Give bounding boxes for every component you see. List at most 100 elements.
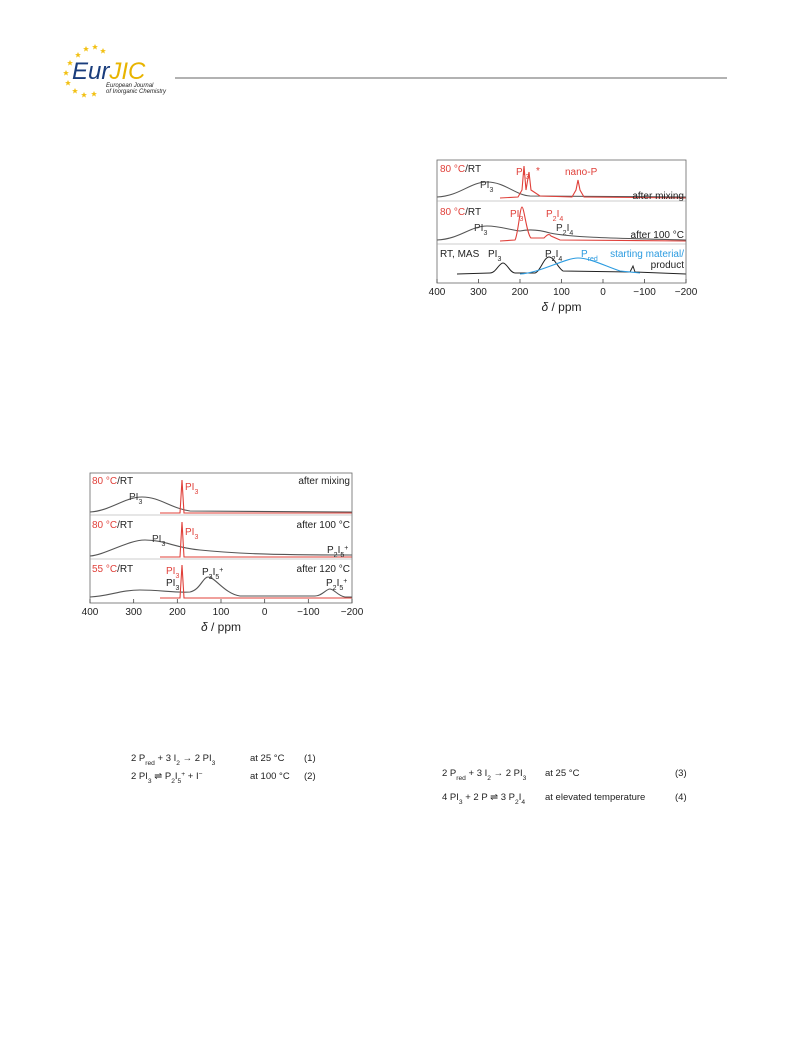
x-tick-label: 300 bbox=[470, 287, 487, 298]
journal-name: European Journal bbox=[106, 83, 154, 89]
equation-number: (2) bbox=[304, 771, 316, 782]
text-part: 5 bbox=[339, 585, 343, 592]
text-part: 3 bbox=[519, 216, 523, 223]
text-part: PI bbox=[129, 492, 138, 503]
text-part: I bbox=[175, 771, 178, 782]
spectrum bbox=[160, 521, 352, 558]
text-part: I bbox=[567, 223, 570, 234]
spectrum bbox=[89, 576, 352, 598]
text-part: 3 bbox=[209, 574, 213, 581]
panel-condition: after 120 °C bbox=[297, 564, 350, 575]
text-part: I bbox=[556, 249, 559, 260]
equation-condition: at 25 °C bbox=[250, 753, 285, 764]
peak-label: P2I4 bbox=[545, 249, 562, 263]
text-part: 2 bbox=[552, 256, 556, 263]
equation: 2 Pred + 3 I2 → 2 PI3 bbox=[442, 768, 527, 782]
text-part: P bbox=[202, 567, 209, 578]
text-part: 80 °C bbox=[440, 207, 465, 218]
text-part: / ppm bbox=[548, 300, 581, 314]
panel-temperature: 80 °C/RT bbox=[440, 164, 481, 175]
text-part: P bbox=[327, 545, 334, 556]
panel-condition: after 100 °C bbox=[631, 230, 684, 241]
text-part: P bbox=[545, 249, 552, 260]
text-part: 3 bbox=[483, 230, 487, 237]
text-part: PI bbox=[166, 578, 175, 589]
logo-part: JIC bbox=[108, 58, 146, 85]
panel-temperature: 80 °C/RT bbox=[92, 520, 133, 531]
x-tick-label: 200 bbox=[512, 287, 529, 298]
equation: 2 Pred + 3 I2 → 2 PI3 bbox=[131, 753, 216, 767]
text-part: 55 °C bbox=[92, 564, 117, 575]
spectrum bbox=[436, 225, 687, 241]
spectra-bottom bbox=[89, 479, 353, 599]
text-part: 4 bbox=[569, 230, 573, 237]
text-part: 5 bbox=[340, 552, 344, 559]
text-part: I bbox=[213, 567, 216, 578]
text-part: 3 bbox=[175, 585, 179, 592]
text-part: 80 °C bbox=[92, 520, 117, 531]
text-part: 3 bbox=[175, 573, 179, 580]
logo-part: Eur bbox=[72, 58, 110, 85]
text-part: /RT bbox=[117, 476, 133, 487]
x-tick-label: 400 bbox=[429, 287, 446, 298]
panel-condition: after mixing bbox=[632, 191, 684, 202]
spectra-top bbox=[436, 165, 687, 275]
spectrum bbox=[499, 206, 687, 242]
text-part: red bbox=[456, 775, 466, 782]
text-part: + bbox=[344, 545, 348, 552]
text-part: 4 PI bbox=[442, 792, 459, 803]
text-part: PI bbox=[185, 482, 194, 493]
text-part: I bbox=[338, 545, 341, 556]
text-part: PI bbox=[152, 534, 161, 545]
panel-condition: starting material/ bbox=[610, 249, 684, 260]
panel-condition: product bbox=[651, 260, 685, 271]
equation-number: (3) bbox=[675, 768, 687, 779]
spectrum bbox=[89, 539, 353, 557]
text-part: → 2 PI bbox=[491, 768, 523, 779]
peak-label: PI3 bbox=[488, 249, 501, 263]
text-part: 2 bbox=[487, 775, 491, 782]
equation: 2 PI3 ⇌ P2I5+ + I− bbox=[131, 771, 203, 785]
text-part: 4 bbox=[559, 216, 563, 223]
peak-label: PI3 bbox=[480, 180, 493, 194]
panel-condition: after mixing bbox=[298, 476, 350, 487]
text-part: 3 bbox=[194, 534, 198, 541]
text-part: 80 °C bbox=[92, 476, 117, 487]
equation-condition: at 25 °C bbox=[545, 768, 580, 779]
text-part: + bbox=[343, 578, 347, 585]
peak-label: PI3 bbox=[474, 223, 487, 237]
text-part: /RT bbox=[117, 564, 133, 575]
text-part: 2 PI bbox=[131, 771, 148, 782]
peak-label: P2I5+ bbox=[326, 578, 347, 592]
text-part: 3 bbox=[194, 489, 198, 496]
text-part: δ bbox=[201, 620, 208, 634]
text-part: 3 bbox=[459, 799, 463, 806]
text-part: 3 bbox=[138, 499, 142, 506]
text-part: 3 bbox=[525, 174, 529, 181]
text-part: 3 bbox=[212, 760, 216, 767]
text-part: I bbox=[337, 578, 340, 589]
panel-temperature: 80 °C/RT bbox=[92, 476, 133, 487]
spectrum bbox=[160, 564, 352, 599]
text-part: + bbox=[181, 771, 185, 778]
text-part: + 2 P ⇌ 3 P bbox=[463, 792, 515, 803]
text-part: P bbox=[326, 578, 333, 589]
equation-condition: at 100 °C bbox=[250, 771, 290, 782]
equation-number: (1) bbox=[304, 753, 316, 764]
text-part: /RT bbox=[465, 207, 481, 218]
text-part: + 3 I bbox=[155, 753, 176, 764]
text-part: * bbox=[536, 166, 540, 177]
peak-label: P2I5+ bbox=[327, 545, 348, 559]
text-part: PI bbox=[474, 223, 483, 234]
peak-label: P2I4 bbox=[546, 209, 563, 223]
x-tick-label: 200 bbox=[169, 607, 186, 618]
text-part: 3 bbox=[148, 778, 152, 785]
equation-number: (4) bbox=[675, 792, 687, 803]
text-part: 2 bbox=[563, 230, 567, 237]
peak-label: PI3 bbox=[129, 492, 142, 506]
text-part: 2 P bbox=[442, 768, 456, 779]
peak-label: PI3 bbox=[516, 167, 529, 181]
panel-temperature: 80 °C/RT bbox=[440, 207, 481, 218]
x-tick-label: 400 bbox=[82, 607, 99, 618]
text-part: 4 bbox=[521, 799, 525, 806]
